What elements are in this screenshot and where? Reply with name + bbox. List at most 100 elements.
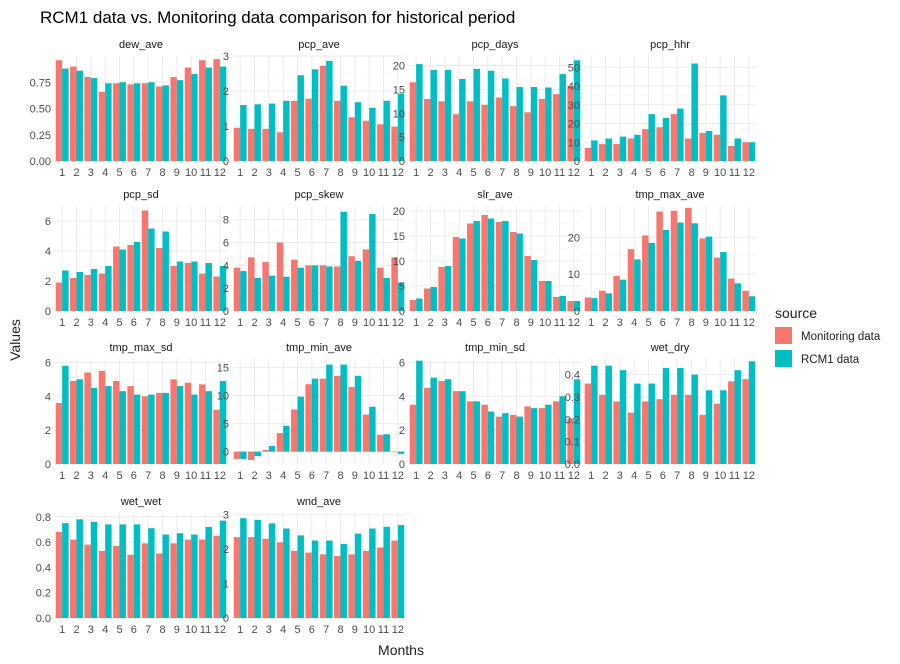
x-tick-label: 6 [131, 624, 137, 636]
x-tick-label: 4 [631, 470, 637, 482]
x-tick-label: 11 [729, 317, 740, 329]
x-tick-label: 3 [88, 470, 94, 482]
bar-monitoring [319, 378, 327, 452]
y-tick-label: 5 [399, 132, 405, 144]
bar-rcm1 [516, 416, 523, 464]
bar-rcm1 [240, 105, 247, 161]
bar-monitoring [742, 290, 749, 311]
x-tick-label: 1 [59, 317, 65, 329]
bar-rcm1 [416, 360, 423, 464]
bar-monitoring [377, 547, 384, 618]
y-tick-label: 0.0 [36, 613, 51, 625]
bar-monitoring [613, 401, 620, 464]
bar-rcm1 [297, 396, 304, 452]
x-tick-label: 10 [363, 470, 375, 482]
bar-rcm1 [240, 271, 247, 311]
x-tick-label: 2 [73, 167, 79, 179]
bar-monitoring [70, 381, 77, 464]
bar-monitoring [728, 381, 735, 464]
bar-rcm1 [326, 540, 333, 618]
x-tick-label: 10 [185, 167, 197, 179]
bar-rcm1 [105, 83, 112, 161]
x-tick-label: 4 [280, 624, 286, 636]
bar-monitoring [84, 372, 91, 464]
legend-label: RCM1 data [801, 354, 860, 366]
bar-monitoring [495, 97, 503, 161]
y-tick-label: 0.4 [565, 370, 580, 382]
x-tick-label: 5 [294, 624, 300, 636]
x-tick-label: 5 [470, 317, 476, 329]
x-tick-label: 10 [185, 470, 197, 482]
x-tick-label: 12 [392, 624, 404, 636]
bar-monitoring [656, 127, 663, 161]
bar-rcm1 [530, 260, 538, 311]
x-tick-label: 10 [363, 317, 375, 329]
bar-monitoring [495, 222, 503, 311]
bar-rcm1 [283, 528, 290, 618]
bar-rcm1 [444, 69, 452, 161]
bar-rcm1 [487, 411, 495, 464]
y-tick-label: 2 [45, 276, 51, 288]
bar-rcm1 [148, 528, 155, 618]
bar-rcm1 [240, 518, 247, 618]
bar-monitoring [348, 117, 355, 161]
y-tick-label: 0.25 [30, 130, 51, 142]
y-tick-label: 4 [399, 391, 405, 403]
y-tick-label: 0 [223, 447, 229, 459]
y-tick-label: 0.4 [36, 562, 51, 574]
x-tick-label: 4 [280, 167, 286, 179]
bar-rcm1 [119, 391, 126, 464]
bar-rcm1 [191, 261, 198, 311]
y-tick-label: 1 [223, 121, 229, 133]
bar-monitoring [213, 59, 220, 161]
y-tick-label: 30 [568, 100, 580, 112]
bar-rcm1 [176, 533, 184, 618]
y-tick-label: 2 [223, 283, 229, 295]
bar-monitoring [424, 288, 431, 311]
bar-monitoring [170, 77, 177, 161]
x-tick-label: 6 [485, 470, 491, 482]
x-tick-label: 12 [392, 470, 404, 482]
facet-title: tmp_max_sd [110, 342, 173, 354]
bar-rcm1 [205, 263, 212, 311]
x-tick-label: 5 [645, 317, 651, 329]
x-tick-label: 3 [442, 470, 448, 482]
facet-title: pcp_skew [295, 189, 344, 201]
y-tick-label: 0.75 [30, 77, 51, 89]
y-tick-label: 0.0 [565, 459, 580, 471]
x-tick-label: 2 [602, 317, 608, 329]
bar-rcm1 [326, 364, 333, 452]
bar-monitoring [199, 384, 206, 464]
bar-rcm1 [219, 520, 227, 618]
bar-monitoring [199, 539, 206, 618]
y-tick-label: 4 [45, 246, 51, 258]
x-tick-label: 3 [88, 624, 94, 636]
bar-rcm1 [416, 298, 423, 311]
bar-rcm1 [516, 87, 523, 161]
x-tick-label: 10 [714, 470, 726, 482]
bar-monitoring [699, 414, 706, 464]
x-tick-label: 9 [703, 167, 709, 179]
bar-monitoring [584, 383, 592, 464]
y-tick-label: 0.00 [30, 156, 51, 168]
y-tick-label: 20 [568, 119, 580, 131]
bar-rcm1 [176, 261, 184, 311]
bar-rcm1 [311, 69, 319, 161]
legend-label: Monitoring data [801, 331, 881, 343]
x-tick-label: 10 [539, 167, 551, 179]
bar-monitoring [452, 391, 460, 464]
bar-monitoring [424, 98, 431, 161]
bar-rcm1 [369, 528, 376, 618]
bar-rcm1 [297, 267, 304, 311]
facet-title: dew_ave [119, 39, 163, 51]
bar-monitoring [319, 554, 327, 618]
bar-monitoring [319, 65, 327, 161]
bar-monitoring [377, 434, 384, 452]
bar-monitoring [553, 94, 560, 161]
bar-monitoring [348, 387, 355, 452]
facet-title: tmp_min_ave [286, 342, 352, 354]
bar-monitoring [84, 77, 91, 161]
